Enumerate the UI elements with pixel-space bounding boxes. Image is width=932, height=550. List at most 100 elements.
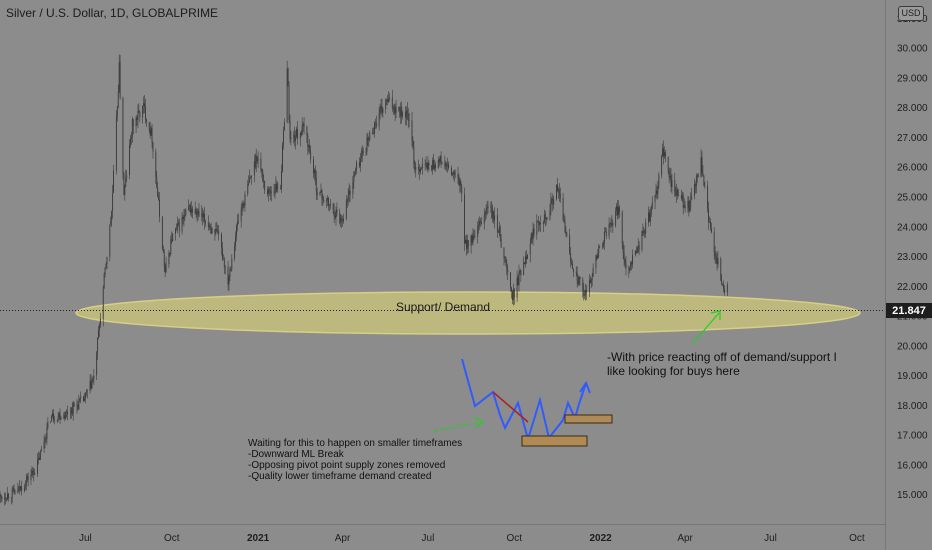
- price-tick-label: 28.000: [897, 103, 928, 114]
- candle-body: [247, 183, 249, 195]
- candle-body: [529, 244, 531, 255]
- candle-body: [721, 280, 723, 284]
- candle-body: [119, 62, 121, 98]
- chart-title: Silver / U.S. Dollar, 1D, GLOBALPRIME: [6, 6, 219, 20]
- candle-body: [399, 110, 401, 117]
- candle-body: [96, 352, 98, 376]
- candle-body: [273, 191, 275, 193]
- candle-body: [84, 398, 85, 401]
- candle-body: [204, 213, 206, 222]
- candle-body: [18, 486, 20, 490]
- candle-body: [19, 486, 21, 491]
- candle-body: [342, 220, 344, 222]
- candle-body: [237, 220, 239, 222]
- candle-body: [592, 268, 594, 277]
- candle-body: [419, 168, 421, 172]
- candle-body: [472, 235, 474, 243]
- currency-badge[interactable]: USD: [898, 6, 924, 21]
- candle-body: [264, 181, 266, 191]
- candlestick-series: [0, 54, 728, 506]
- candle-body: [602, 245, 603, 247]
- candle-body: [307, 136, 309, 148]
- candle-body: [339, 212, 341, 223]
- candle-body: [448, 163, 450, 169]
- candle-body: [155, 151, 157, 177]
- candle-body: [512, 289, 514, 301]
- candle-body: [159, 199, 160, 217]
- candle-body: [52, 413, 54, 416]
- candle-body: [467, 240, 469, 247]
- candle-body: [558, 189, 560, 194]
- candle-body: [184, 214, 186, 216]
- candle-body: [629, 266, 631, 271]
- candle-body: [106, 256, 108, 264]
- candle-body: [328, 205, 330, 206]
- candle-body: [152, 142, 154, 152]
- candle-body: [345, 200, 347, 219]
- candle-body: [722, 283, 724, 285]
- candle-body: [632, 255, 633, 265]
- candle-body: [300, 132, 302, 136]
- candle-body: [447, 163, 449, 166]
- candle-body: [516, 277, 518, 298]
- candle-body: [126, 175, 128, 178]
- candle-body: [531, 234, 533, 240]
- candle-body: [382, 109, 384, 113]
- candle-body: [395, 106, 397, 114]
- candle-body: [211, 228, 213, 234]
- candle-body: [20, 485, 22, 491]
- candle-body: [256, 156, 258, 162]
- candle-body: [375, 122, 377, 127]
- candle-body: [267, 190, 268, 195]
- candle-body: [374, 122, 376, 124]
- candle-body: [323, 200, 325, 202]
- candle-body: [355, 168, 357, 172]
- candle-body: [313, 159, 314, 174]
- candle-body: [540, 222, 542, 225]
- candle-body: [208, 225, 210, 227]
- candle-body: [662, 148, 664, 157]
- candle-body: [288, 85, 290, 121]
- candle-body: [116, 107, 118, 116]
- candle-body: [26, 476, 28, 481]
- candle-body: [492, 211, 494, 218]
- green-arrow-left: [433, 416, 485, 432]
- candle-body: [625, 263, 627, 269]
- candle-body: [664, 152, 666, 157]
- candle-body: [557, 189, 559, 191]
- candle-body: [277, 188, 279, 190]
- candle-body: [25, 480, 27, 486]
- candle-body: [526, 256, 527, 260]
- candle-body: [435, 164, 436, 169]
- candle-body: [428, 163, 430, 166]
- candle-body: [486, 207, 488, 209]
- time-axis[interactable]: Jul Oct 2021 Apr Jul Oct 2022 Apr Jul Oct: [79, 533, 865, 544]
- candle-body: [203, 213, 205, 218]
- candle-body: [168, 252, 170, 265]
- candle-body: [13, 488, 15, 492]
- candle-body: [164, 265, 166, 273]
- candle-body: [609, 223, 611, 225]
- candle-body: [405, 110, 407, 118]
- green-arrow-right: [692, 310, 721, 344]
- candle-body: [224, 266, 226, 268]
- candle-body: [461, 185, 463, 195]
- candle-body: [562, 198, 564, 220]
- candle-body: [156, 176, 158, 188]
- candle-body: [23, 487, 25, 491]
- candle-body: [63, 415, 65, 419]
- candle-body: [38, 457, 40, 460]
- candle-body: [276, 183, 278, 189]
- current-price-label-bg: [886, 303, 932, 318]
- candle-body: [240, 209, 242, 221]
- candle-body: [241, 207, 243, 210]
- candle-body: [306, 126, 308, 137]
- candle-body: [402, 112, 404, 117]
- candle-body: [465, 239, 466, 244]
- candle-body: [407, 113, 409, 121]
- candle-body: [145, 119, 147, 123]
- candle-body: [616, 206, 618, 211]
- candle-body: [674, 180, 676, 193]
